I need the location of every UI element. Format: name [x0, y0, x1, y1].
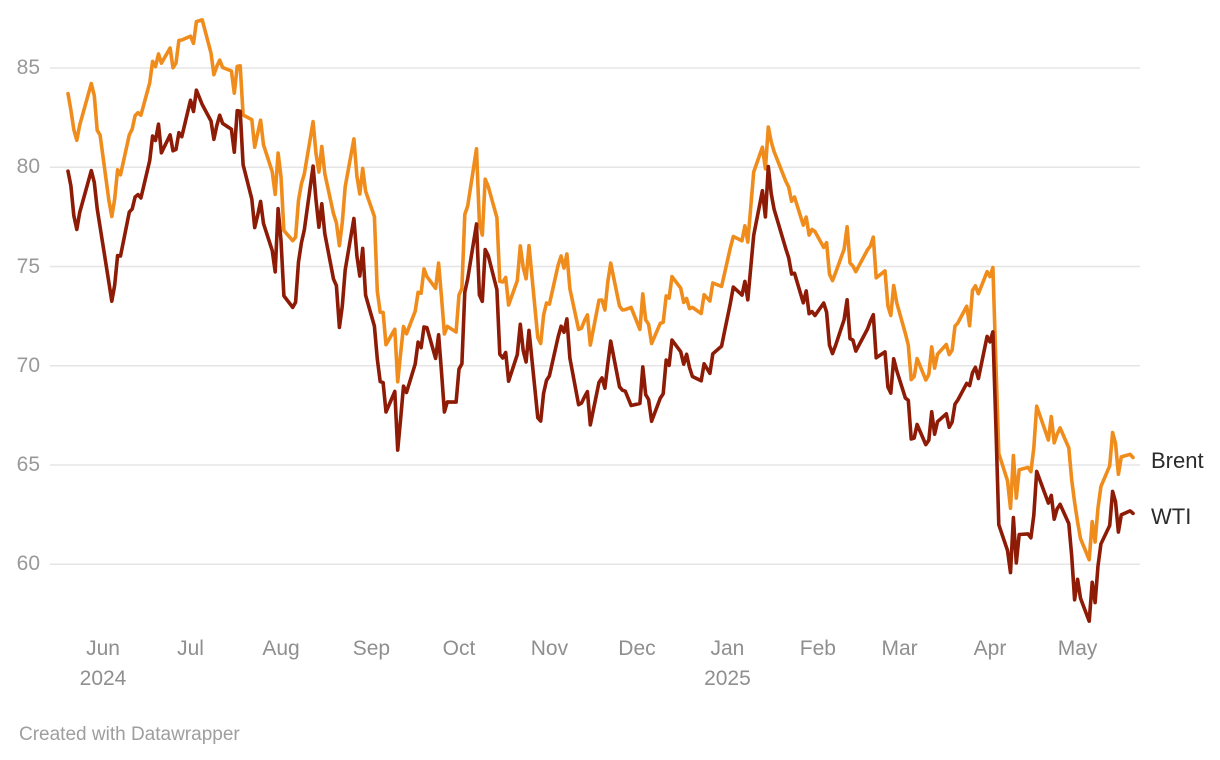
- year-label: 2024: [79, 667, 127, 690]
- y-tick-label: 75: [16, 254, 40, 278]
- y-tick-label: 65: [16, 453, 40, 476]
- x-tick-label-nov: Nov: [531, 634, 568, 664]
- month-label: Apr: [973, 637, 1007, 660]
- year-label: 2025: [704, 667, 751, 690]
- month-label: Jun: [86, 637, 120, 660]
- x-tick-label-sep: Sep: [353, 634, 390, 664]
- datawrapper-credit-link[interactable]: Created with Datawrapper: [19, 724, 240, 745]
- month-label: May: [1057, 637, 1098, 660]
- y-tick-label: 60: [16, 552, 40, 576]
- x-tick-label-jul: Jul: [177, 634, 204, 664]
- wti-line: [66, 88, 1135, 624]
- x-tick-label-may: May: [1058, 634, 1098, 664]
- month-label: Nov: [530, 637, 569, 660]
- x-tick-label-jan: Jan 2025: [704, 634, 751, 694]
- brent-line: [66, 17, 1135, 562]
- series-label-brent: Brent: [1151, 448, 1204, 474]
- x-tick-label-aug: Aug: [262, 634, 299, 664]
- x-tick-label-dec: Dec: [618, 634, 655, 664]
- month-label: Jan: [710, 637, 745, 660]
- y-tick-label: 70: [16, 353, 40, 377]
- month-label: Sep: [352, 637, 391, 660]
- x-tick-label-mar: Mar: [881, 634, 917, 664]
- x-tick-label-apr: Apr: [974, 634, 1007, 664]
- month-label: Mar: [881, 637, 918, 660]
- y-tick-label: 85: [16, 56, 40, 79]
- x-tick-label-oct: Oct: [443, 634, 476, 664]
- month-label: Feb: [799, 637, 836, 660]
- month-label: Aug: [262, 637, 300, 660]
- series-label-wti: WTI: [1151, 504, 1192, 530]
- y-tick-label: 80: [16, 155, 40, 179]
- x-tick-label-jun: Jun 2024: [80, 634, 127, 694]
- month-label: Dec: [618, 637, 656, 660]
- x-tick-label-feb: Feb: [800, 634, 836, 664]
- month-label: Jul: [177, 637, 204, 660]
- month-label: Oct: [442, 637, 476, 660]
